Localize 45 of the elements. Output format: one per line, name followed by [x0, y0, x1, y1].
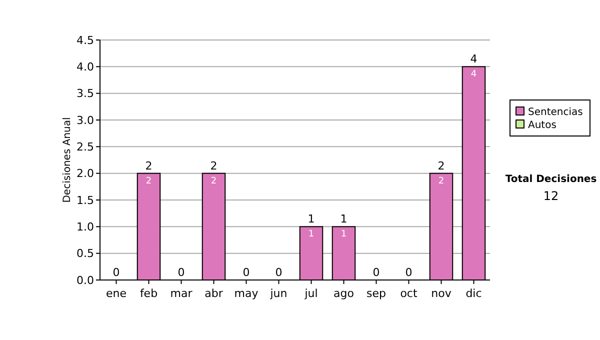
x-tick-label: jun: [269, 287, 288, 300]
x-tick-label: abr: [204, 287, 224, 300]
y-tick-label: 1.0: [76, 220, 94, 234]
y-tick-label: 2.0: [76, 167, 94, 180]
y-tick-label: 3.5: [76, 87, 94, 100]
data-label: 4: [470, 70, 477, 80]
total-label: 1: [308, 212, 315, 226]
total-label: 0: [178, 266, 185, 279]
x-tick-label: ago: [334, 287, 354, 300]
y-tick-label: 2.5: [76, 140, 94, 154]
data-label: 2: [146, 176, 152, 186]
x-tick-label: may: [234, 287, 259, 300]
total-label: 2: [210, 159, 218, 172]
legend-label: Sentencias: [528, 107, 583, 118]
x-tick-label: jul: [304, 287, 318, 300]
total-label: 0: [112, 266, 120, 279]
total-label: 2: [438, 159, 445, 172]
text: 12: [543, 189, 559, 203]
total-label: 0: [372, 266, 380, 279]
x-tick-label: dic: [466, 287, 482, 300]
data-label: 2: [438, 176, 444, 186]
total-label: 0: [275, 266, 282, 279]
x-tick-label: mar: [170, 287, 193, 300]
data-label: 1: [308, 230, 314, 240]
total-label: 0: [242, 266, 250, 279]
x-tick-label: nov: [431, 287, 452, 300]
y-tick-label: 1.5: [76, 194, 94, 207]
x-tick-label: feb: [140, 287, 158, 300]
total-label: 4: [470, 52, 478, 66]
x-tick-label: ene: [106, 287, 127, 300]
text: Total Decisiones: [505, 174, 597, 185]
y-tick-label: 0.5: [76, 247, 94, 260]
y-tick-label: 4.5: [76, 34, 94, 47]
y-tick-label: 3.0: [76, 114, 94, 127]
x-tick-label: oct: [400, 287, 418, 300]
data-label: 1: [340, 230, 347, 240]
data-label: 2: [210, 176, 217, 186]
y-tick-label: 0.0: [76, 274, 94, 287]
total-label: 2: [145, 159, 152, 172]
legend-label: Autos: [528, 120, 556, 131]
total-label: 0: [405, 266, 412, 279]
y-tick-label: 4.0: [76, 60, 94, 74]
y-axis-title: Decisiones Anual: [62, 117, 73, 203]
x-tick-label: sep: [366, 287, 386, 300]
total-label: 1: [340, 212, 348, 226]
